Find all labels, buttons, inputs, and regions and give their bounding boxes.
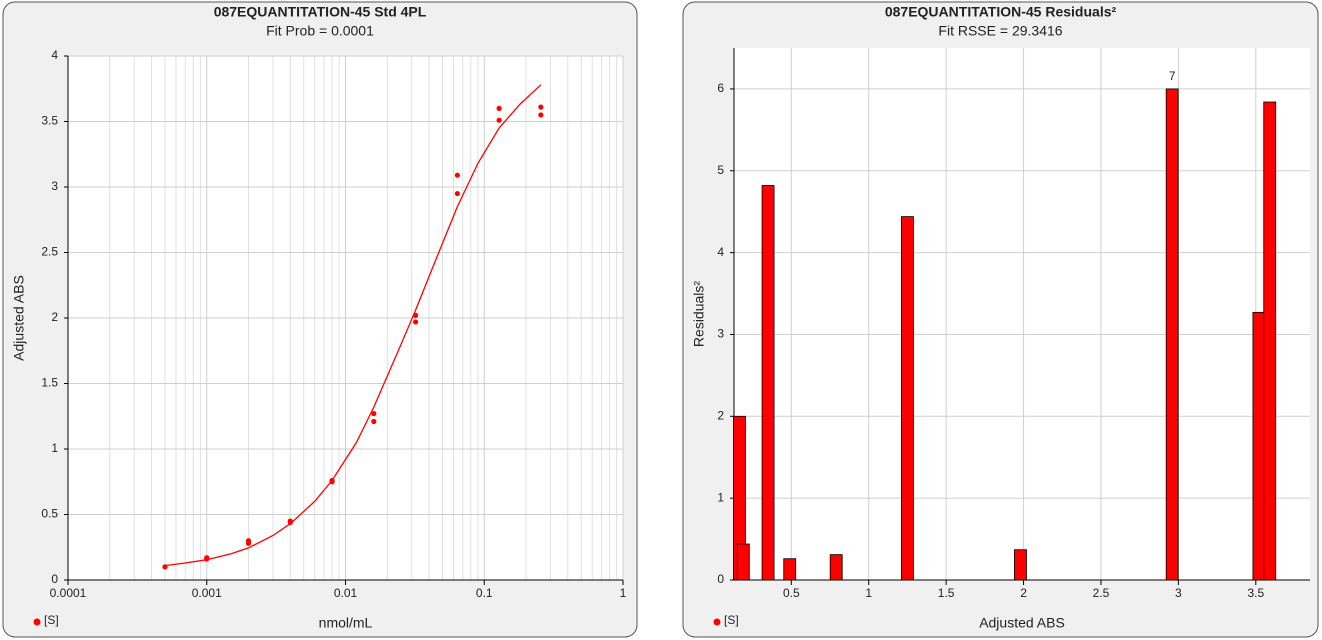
y-tick-label: 5 [717,163,724,177]
x-tick-label: 0.1 [476,586,493,600]
x-tick-label: 3 [1175,586,1182,600]
y-tick-label: 1.5 [41,376,58,390]
data-point [412,319,419,325]
data-point [329,477,335,484]
bar [1263,101,1277,581]
bar [901,216,914,581]
bar [1252,311,1266,581]
x-tick-label: 0.5 [783,586,800,600]
x-tick-label: 3.5 [1247,586,1264,600]
chart-title: 087EQUANTITATION-45 Residuals² [885,4,1117,20]
x-tick-label: 0.0001 [50,586,87,600]
bar [783,558,797,581]
y-tick-label: 6 [717,81,724,95]
data-point [538,104,544,110]
x-tick-label: 1.5 [938,586,955,600]
x-tick-label: 2 [1020,586,1027,600]
legend-label: [S] [44,613,59,627]
y-tick-label: 2 [717,408,724,422]
data-point [538,112,544,118]
y-tick-label: 0 [717,572,724,586]
chart-subtitle: Fit Prob = 0.0001 [266,23,374,39]
data-point [371,418,377,425]
data-point [496,117,502,123]
x-tick-label: 1 [620,586,627,600]
data-point [496,105,502,111]
x-tick-label: 1 [865,586,872,600]
fit-curve [164,84,542,567]
legend-label: [S] [724,613,739,627]
bar [736,543,750,581]
y-tick-label: 1 [717,490,724,504]
y-tick-label: 2 [51,310,58,324]
legend-marker [713,618,721,626]
data-point [245,538,252,544]
y-tick-label: 3 [717,327,724,341]
data-point [287,518,293,524]
bar [829,554,843,581]
x-tick-label: 2.5 [1093,586,1110,600]
data-point [454,190,460,197]
data-point [454,172,460,178]
data-point [371,411,377,417]
chart-subtitle: Fit RSSE = 29.3416 [938,23,1062,39]
y-tick-label: 2.5 [41,245,58,259]
data-point [204,555,210,561]
y-tick-label: 0 [51,572,58,586]
legend-marker [33,618,41,626]
y-axis-label: Adjusted ABS [11,275,27,361]
data-point [162,564,168,570]
y-tick-label: 3.5 [41,114,58,128]
y-tick-label: 0.5 [41,507,58,521]
data-point [412,312,419,318]
bar [1165,88,1179,581]
bar [761,185,775,581]
x-tick-label: 0.001 [192,586,222,600]
bar [1014,549,1027,581]
x-axis-label: Adjusted ABS [979,615,1065,631]
y-tick-label: 1 [51,441,58,455]
y-tick-label: 4 [717,245,724,259]
y-axis-label: Residuals² [691,281,707,347]
plot-area [734,48,1310,580]
y-tick-label: 3 [51,179,58,193]
chart-title: 087EQUANTITATION-45 Std 4PL [214,4,427,20]
y-tick-label: 4 [51,48,58,62]
x-axis-label: nmol/mL [319,615,373,631]
point-label: 7 [1169,69,1176,83]
x-tick-label: 0.01 [334,586,358,600]
